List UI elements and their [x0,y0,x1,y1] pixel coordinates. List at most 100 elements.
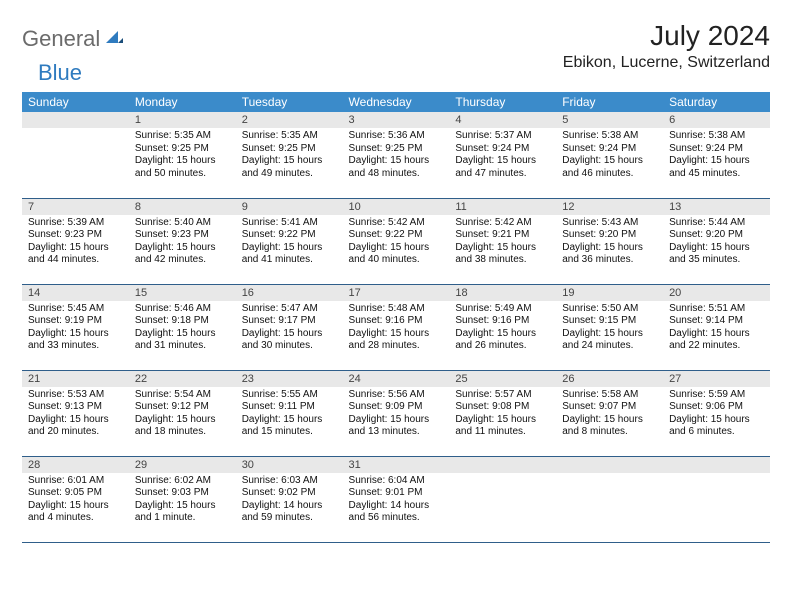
daylight-text-1: Daylight: 15 hours [242,242,337,255]
weekday-header: Saturday [663,92,770,112]
sunrise-text: Sunrise: 6:04 AM [349,475,444,488]
day-details: Sunrise: 5:42 AMSunset: 9:21 PMDaylight:… [449,215,556,271]
daylight-text-2: and 35 minutes. [669,254,764,267]
weekday-header: Thursday [449,92,556,112]
daylight-text-1: Daylight: 15 hours [669,414,764,427]
day-details: Sunrise: 5:59 AMSunset: 9:06 PMDaylight:… [663,387,770,443]
day-details: Sunrise: 5:58 AMSunset: 9:07 PMDaylight:… [556,387,663,443]
daylight-text-2: and 56 minutes. [349,512,444,525]
day-number: 8 [129,199,236,215]
day-details: Sunrise: 5:45 AMSunset: 9:19 PMDaylight:… [22,301,129,357]
daylight-text-2: and 33 minutes. [28,340,123,353]
calendar-day-cell: 25Sunrise: 5:57 AMSunset: 9:08 PMDayligh… [449,370,556,456]
sunset-text: Sunset: 9:20 PM [562,229,657,242]
day-details: Sunrise: 5:51 AMSunset: 9:14 PMDaylight:… [663,301,770,357]
daylight-text-2: and 49 minutes. [242,168,337,181]
day-details [22,128,129,198]
sunrise-text: Sunrise: 5:58 AM [562,389,657,402]
daylight-text-1: Daylight: 15 hours [455,155,550,168]
sunrise-text: Sunrise: 5:38 AM [669,130,764,143]
day-number: 22 [129,371,236,387]
day-number: 3 [343,112,450,128]
sunrise-text: Sunrise: 6:01 AM [28,475,123,488]
daylight-text-1: Daylight: 15 hours [135,414,230,427]
sunrise-text: Sunrise: 5:54 AM [135,389,230,402]
sunrise-text: Sunrise: 5:39 AM [28,217,123,230]
sunset-text: Sunset: 9:11 PM [242,401,337,414]
calendar-day-cell: 8Sunrise: 5:40 AMSunset: 9:23 PMDaylight… [129,198,236,284]
sunset-text: Sunset: 9:07 PM [562,401,657,414]
calendar-table: Sunday Monday Tuesday Wednesday Thursday… [22,92,770,543]
sunrise-text: Sunrise: 5:35 AM [242,130,337,143]
calendar-day-cell: 4Sunrise: 5:37 AMSunset: 9:24 PMDaylight… [449,112,556,198]
day-details: Sunrise: 5:56 AMSunset: 9:09 PMDaylight:… [343,387,450,443]
daylight-text-1: Daylight: 15 hours [242,328,337,341]
sunset-text: Sunset: 9:25 PM [135,143,230,156]
day-number: 31 [343,457,450,473]
calendar-week-row: 1Sunrise: 5:35 AMSunset: 9:25 PMDaylight… [22,112,770,198]
sunrise-text: Sunrise: 5:42 AM [455,217,550,230]
day-number: 27 [663,371,770,387]
daylight-text-2: and 36 minutes. [562,254,657,267]
day-details: Sunrise: 5:57 AMSunset: 9:08 PMDaylight:… [449,387,556,443]
day-number: 18 [449,285,556,301]
calendar-body: 1Sunrise: 5:35 AMSunset: 9:25 PMDaylight… [22,112,770,542]
daylight-text-1: Daylight: 15 hours [242,155,337,168]
daylight-text-1: Daylight: 15 hours [135,500,230,513]
daylight-text-1: Daylight: 15 hours [135,328,230,341]
sunrise-text: Sunrise: 5:55 AM [242,389,337,402]
calendar-day-cell: 12Sunrise: 5:43 AMSunset: 9:20 PMDayligh… [556,198,663,284]
sunrise-text: Sunrise: 5:57 AM [455,389,550,402]
day-details: Sunrise: 5:49 AMSunset: 9:16 PMDaylight:… [449,301,556,357]
day-number: 28 [22,457,129,473]
calendar-day-cell [556,456,663,542]
day-number: 24 [343,371,450,387]
calendar-day-cell: 11Sunrise: 5:42 AMSunset: 9:21 PMDayligh… [449,198,556,284]
day-details: Sunrise: 5:54 AMSunset: 9:12 PMDaylight:… [129,387,236,443]
sunrise-text: Sunrise: 5:49 AM [455,303,550,316]
sunset-text: Sunset: 9:24 PM [562,143,657,156]
calendar-day-cell: 15Sunrise: 5:46 AMSunset: 9:18 PMDayligh… [129,284,236,370]
sunset-text: Sunset: 9:05 PM [28,487,123,500]
day-number: 6 [663,112,770,128]
day-details: Sunrise: 5:43 AMSunset: 9:20 PMDaylight:… [556,215,663,271]
daylight-text-2: and 42 minutes. [135,254,230,267]
sunset-text: Sunset: 9:08 PM [455,401,550,414]
day-number: 11 [449,199,556,215]
daylight-text-1: Daylight: 15 hours [562,414,657,427]
calendar-day-cell: 19Sunrise: 5:50 AMSunset: 9:15 PMDayligh… [556,284,663,370]
sunset-text: Sunset: 9:15 PM [562,315,657,328]
daylight-text-2: and 31 minutes. [135,340,230,353]
sunrise-text: Sunrise: 5:47 AM [242,303,337,316]
day-number: 15 [129,285,236,301]
day-details: Sunrise: 5:47 AMSunset: 9:17 PMDaylight:… [236,301,343,357]
day-details [449,473,556,542]
calendar-header-row: Sunday Monday Tuesday Wednesday Thursday… [22,92,770,112]
daylight-text-2: and 13 minutes. [349,426,444,439]
daylight-text-1: Daylight: 15 hours [349,414,444,427]
sunrise-text: Sunrise: 5:59 AM [669,389,764,402]
calendar-day-cell [449,456,556,542]
daylight-text-1: Daylight: 15 hours [349,328,444,341]
sunset-text: Sunset: 9:23 PM [135,229,230,242]
sunset-text: Sunset: 9:14 PM [669,315,764,328]
sunset-text: Sunset: 9:19 PM [28,315,123,328]
weekday-header: Wednesday [343,92,450,112]
daylight-text-2: and 26 minutes. [455,340,550,353]
day-details: Sunrise: 5:38 AMSunset: 9:24 PMDaylight:… [663,128,770,184]
day-details: Sunrise: 5:39 AMSunset: 9:23 PMDaylight:… [22,215,129,271]
daylight-text-2: and 44 minutes. [28,254,123,267]
calendar-day-cell: 24Sunrise: 5:56 AMSunset: 9:09 PMDayligh… [343,370,450,456]
sunset-text: Sunset: 9:16 PM [349,315,444,328]
day-number [22,112,129,128]
calendar-day-cell: 21Sunrise: 5:53 AMSunset: 9:13 PMDayligh… [22,370,129,456]
day-number: 2 [236,112,343,128]
sunset-text: Sunset: 9:16 PM [455,315,550,328]
sunset-text: Sunset: 9:25 PM [349,143,444,156]
day-details: Sunrise: 6:04 AMSunset: 9:01 PMDaylight:… [343,473,450,529]
sunset-text: Sunset: 9:17 PM [242,315,337,328]
day-number [449,457,556,473]
daylight-text-2: and 22 minutes. [669,340,764,353]
daylight-text-2: and 46 minutes. [562,168,657,181]
sunrise-text: Sunrise: 5:37 AM [455,130,550,143]
